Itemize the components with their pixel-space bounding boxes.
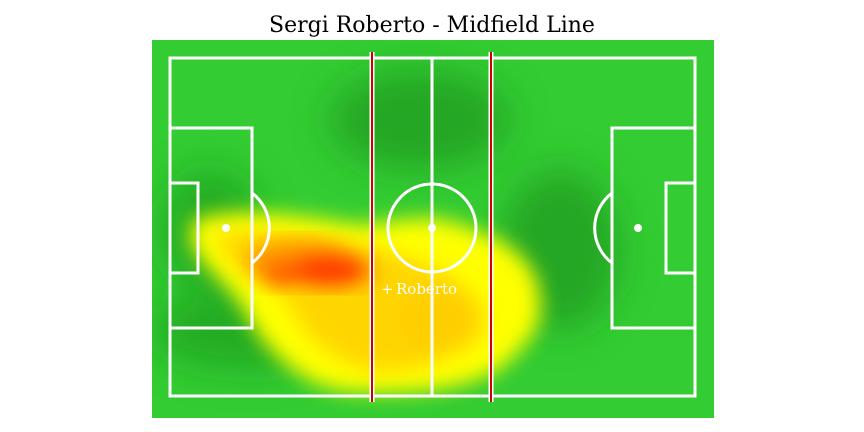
center-circle	[386, 182, 478, 274]
right-six-yard-box	[664, 181, 697, 275]
left-six-yard-box	[168, 181, 200, 275]
heatmap-cold-zones	[152, 70, 620, 370]
midfield-band-lines	[369, 52, 494, 402]
player-marker-symbol: +	[381, 280, 394, 298]
center-spot	[428, 224, 436, 232]
left-penalty-arc	[251, 191, 271, 265]
player-label: Roberto	[396, 280, 457, 298]
heatmap-layer	[152, 70, 620, 393]
chart-title: Sergi Roberto - Midfield Line	[269, 13, 595, 38]
pitch-lines	[168, 56, 697, 398]
right-penalty-arc	[593, 191, 613, 265]
right-penalty-spot	[634, 224, 642, 232]
player-marker: + Roberto	[381, 280, 457, 298]
left-penalty-spot	[222, 224, 230, 232]
heatmap-peak-zone	[245, 240, 370, 286]
